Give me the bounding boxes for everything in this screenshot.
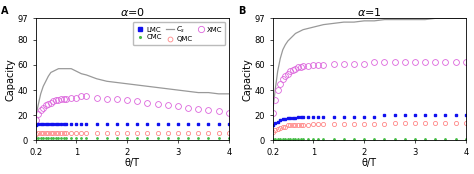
X-axis label: θ/T: θ/T bbox=[362, 159, 377, 168]
Text: A: A bbox=[1, 6, 9, 16]
X-axis label: θ/T: θ/T bbox=[125, 159, 140, 168]
Title: $\alpha$=0: $\alpha$=0 bbox=[120, 6, 145, 18]
Text: B: B bbox=[238, 6, 245, 16]
Y-axis label: Capacity: Capacity bbox=[243, 58, 253, 101]
Legend: LMC, CMC, $C_s$, QMC, XMC: LMC, CMC, $C_s$, QMC, XMC bbox=[133, 22, 225, 45]
Y-axis label: Capacity: Capacity bbox=[6, 58, 16, 101]
Title: $\alpha$=1: $\alpha$=1 bbox=[357, 6, 382, 18]
